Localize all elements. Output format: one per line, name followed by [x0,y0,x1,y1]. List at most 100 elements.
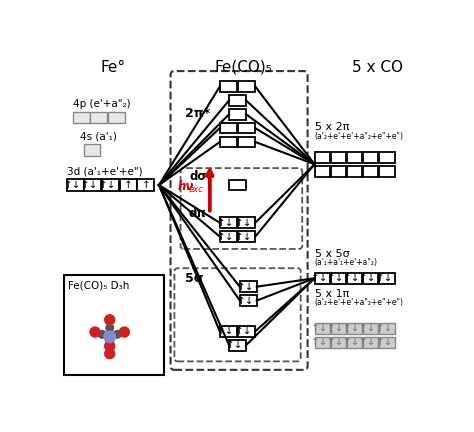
Circle shape [105,315,115,325]
Text: dσ*: dσ* [190,170,214,183]
Text: ↑↓: ↑↓ [311,273,328,283]
Bar [220,137,237,147]
Text: 5 x 5σ: 5 x 5σ [315,249,349,259]
Bar [379,337,395,347]
Text: ↑↓: ↑↓ [235,326,253,337]
Text: 5σ: 5σ [185,272,204,285]
Text: ↑↓: ↑↓ [327,323,345,333]
Bar [66,179,83,191]
Text: ↑↓: ↑↓ [311,337,328,347]
Bar [240,281,257,292]
Text: 4p (e'+a"₂): 4p (e'+a"₂) [73,99,130,109]
Circle shape [113,330,121,338]
Circle shape [106,342,114,349]
Bar [315,337,330,347]
Text: ↑↓: ↑↓ [375,273,393,283]
Bar [315,152,330,163]
Text: ↑↓: ↑↓ [217,326,234,337]
Text: 3d (a'₁+e'+e"): 3d (a'₁+e'+e") [66,166,142,176]
Circle shape [105,341,115,351]
Bar [238,123,255,133]
Text: ↑↓: ↑↓ [327,273,345,283]
Text: ↑: ↑ [124,180,133,190]
Text: Fe°: Fe° [100,60,125,75]
Bar [363,152,378,163]
Text: 5 x 1π: 5 x 1π [315,289,349,299]
Circle shape [119,327,129,337]
Bar [220,231,237,242]
Bar [347,166,362,177]
Bar [108,112,125,124]
Bar [347,323,362,334]
Bar [229,180,246,191]
Bar [83,144,100,156]
Bar [238,326,255,337]
Circle shape [98,330,106,338]
Bar [220,326,237,337]
Bar [238,81,255,92]
Circle shape [105,349,115,359]
Text: ↑↓: ↑↓ [64,180,81,190]
Text: 2π*: 2π* [185,107,210,120]
Bar [73,112,90,124]
Bar [347,152,362,163]
Bar [347,337,362,347]
Bar [315,273,330,284]
Text: (a'₂+e'+e'+a"₂+e"+e"): (a'₂+e'+e'+a"₂+e"+e") [315,298,403,307]
Text: ↑↓: ↑↓ [99,180,117,190]
Text: ↑↓: ↑↓ [359,273,377,283]
Text: ↑↓: ↑↓ [237,282,255,292]
Bar [347,273,362,284]
Text: 5 x 2π: 5 x 2π [315,122,349,132]
Text: ↑↓: ↑↓ [375,337,393,347]
Text: ↑↓: ↑↓ [359,337,377,347]
Bar [220,123,237,133]
Text: ↑↓: ↑↓ [359,323,377,333]
Text: dπ: dπ [188,207,206,220]
Text: Fe(CO)₅: Fe(CO)₅ [214,60,272,75]
Circle shape [106,324,114,332]
Bar [379,323,395,334]
Text: (a'₁+a'₁+e'+a"₂): (a'₁+a'₁+e'+a"₂) [315,258,377,267]
Bar [363,273,378,284]
Text: ↑↓: ↑↓ [327,337,345,347]
Bar [331,166,346,177]
Text: ↑↓: ↑↓ [343,273,361,283]
Text: hν: hν [177,180,194,193]
Bar [84,179,101,191]
Bar [315,323,330,334]
Text: ↑↓: ↑↓ [343,337,361,347]
Bar [120,179,137,191]
Text: ↑: ↑ [142,180,150,190]
Text: ↑↓: ↑↓ [311,323,328,333]
Bar [379,166,395,177]
Circle shape [104,331,116,343]
Bar [363,337,378,347]
Text: ↑↓: ↑↓ [237,295,255,305]
Bar [220,217,237,228]
Circle shape [90,327,100,337]
Bar [331,152,346,163]
Text: ↑↓: ↑↓ [343,323,361,333]
Text: (a'₂+e'+e'+a"₂+e"+e"): (a'₂+e'+e'+a"₂+e"+e") [315,132,403,141]
Bar [331,273,346,284]
Text: exc: exc [188,185,203,194]
Text: ↑↓: ↑↓ [217,218,234,228]
Bar [91,112,108,124]
Bar [331,337,346,347]
Circle shape [106,338,114,346]
Bar [238,231,255,242]
Bar [331,323,346,334]
Bar [363,166,378,177]
Bar [379,152,395,163]
Bar [315,166,330,177]
Text: ↑↓: ↑↓ [375,323,393,333]
Text: ↑↓: ↑↓ [235,232,253,241]
Text: 5 x CO: 5 x CO [352,60,403,75]
Bar [229,340,246,351]
Text: 4s (a'₁): 4s (a'₁) [81,131,118,142]
Text: ↑↓: ↑↓ [217,232,234,241]
Text: ↑↓: ↑↓ [82,180,99,190]
Text: ↑↓: ↑↓ [235,218,253,228]
Bar [379,273,395,284]
